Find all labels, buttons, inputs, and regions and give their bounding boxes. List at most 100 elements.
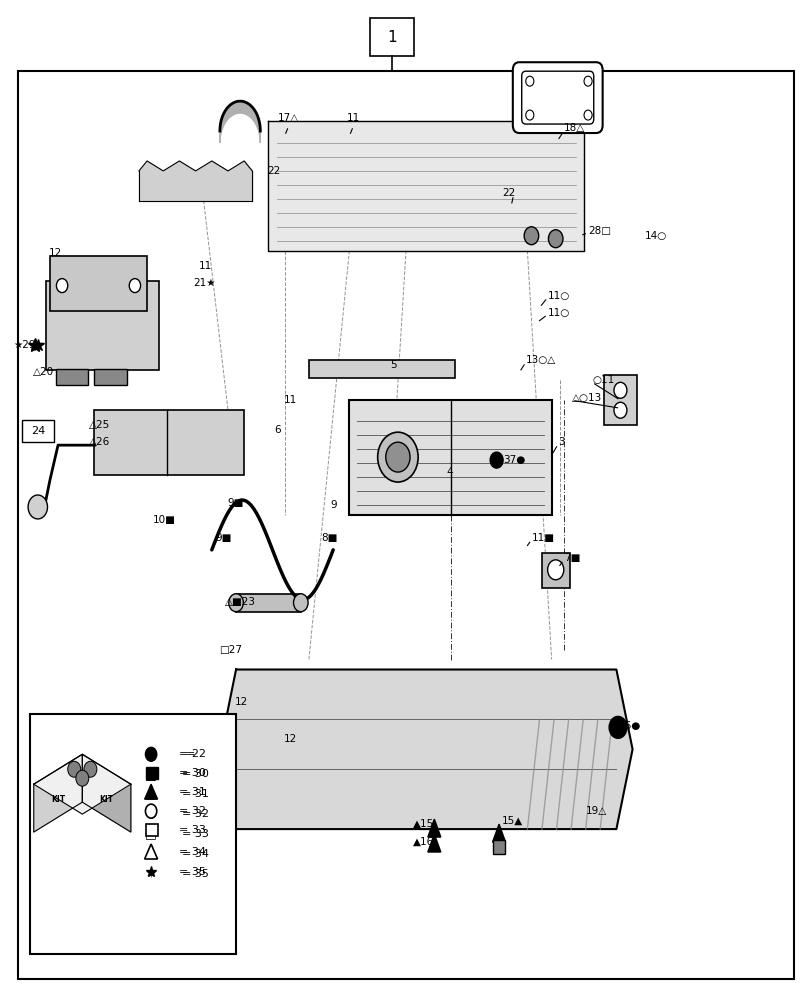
Text: ✶: ✶ (146, 867, 157, 880)
Circle shape (67, 761, 80, 777)
Circle shape (525, 110, 533, 120)
Text: △: △ (146, 848, 156, 861)
Polygon shape (220, 670, 632, 829)
Text: 22: 22 (501, 188, 515, 198)
Bar (50, 256, 147, 311)
Text: ○11: ○11 (591, 375, 614, 385)
Text: 22: 22 (267, 166, 281, 176)
Text: = 34: = 34 (179, 847, 206, 857)
Circle shape (84, 761, 97, 777)
Circle shape (145, 804, 157, 818)
Circle shape (75, 770, 88, 786)
Text: ●: ● (145, 748, 157, 761)
Text: 7■: 7■ (563, 553, 579, 563)
Circle shape (385, 442, 410, 472)
Polygon shape (492, 824, 505, 842)
Polygon shape (427, 819, 440, 837)
Circle shape (129, 279, 140, 293)
Text: 13○△: 13○△ (525, 355, 556, 365)
Text: = 30: = 30 (179, 768, 206, 778)
Text: = 35: = 35 (179, 867, 206, 877)
Bar (541, 553, 569, 588)
Text: 9■: 9■ (228, 498, 244, 508)
Text: 9: 9 (330, 500, 337, 510)
Text: 17△: 17△ (277, 113, 299, 123)
Text: 5: 5 (389, 360, 396, 370)
Bar (603, 375, 636, 425)
Text: = 35: = 35 (182, 869, 208, 879)
Text: △○13: △○13 (571, 393, 602, 403)
Text: = 31: = 31 (179, 787, 206, 797)
Text: 12: 12 (234, 697, 248, 707)
Text: △■23: △■23 (225, 597, 256, 607)
Text: 12: 12 (49, 248, 62, 258)
Bar (94, 410, 244, 475)
Polygon shape (34, 754, 82, 832)
Text: KIT: KIT (100, 795, 114, 804)
Polygon shape (82, 754, 131, 832)
Circle shape (583, 110, 591, 120)
Text: 11: 11 (199, 261, 212, 271)
Bar (94, 369, 127, 385)
Text: △26: △26 (89, 437, 110, 447)
Polygon shape (268, 121, 583, 251)
Text: 6: 6 (273, 425, 281, 435)
Text: 15▲: 15▲ (501, 816, 522, 826)
Text: KIT: KIT (51, 795, 65, 804)
Bar (236, 594, 300, 612)
Polygon shape (144, 844, 157, 859)
Text: = 32: = 32 (182, 809, 209, 819)
Text: 1: 1 (387, 30, 397, 45)
Polygon shape (220, 101, 260, 143)
FancyBboxPatch shape (369, 18, 414, 56)
Circle shape (490, 452, 503, 468)
Text: = 33: = 33 (182, 829, 208, 839)
Circle shape (547, 560, 563, 580)
Circle shape (377, 432, 418, 482)
Text: ▲: ▲ (146, 788, 156, 801)
Circle shape (613, 382, 626, 398)
Circle shape (145, 747, 157, 761)
Text: 36●: 36● (617, 721, 640, 731)
FancyBboxPatch shape (521, 71, 593, 124)
Circle shape (229, 594, 243, 612)
Polygon shape (427, 834, 440, 852)
Circle shape (56, 279, 67, 293)
Text: ■: ■ (145, 768, 157, 781)
Text: 24: 24 (31, 426, 45, 436)
Circle shape (525, 76, 533, 86)
Text: ▲15: ▲15 (413, 819, 434, 829)
Text: 14○: 14○ (644, 231, 666, 241)
Text: 28□: 28□ (587, 226, 611, 236)
Bar (46, 281, 159, 370)
Text: = 33: = 33 (179, 825, 206, 835)
Text: = 2: = 2 (179, 749, 200, 759)
Text: 3: 3 (557, 437, 564, 447)
Text: 9■: 9■ (216, 533, 232, 543)
FancyBboxPatch shape (513, 62, 602, 133)
Bar (55, 369, 88, 385)
FancyBboxPatch shape (22, 420, 54, 442)
Text: 4: 4 (446, 467, 453, 477)
Text: 10■: 10■ (152, 515, 175, 525)
Bar (146, 767, 157, 779)
Text: 18△: 18△ (563, 123, 585, 133)
Text: = 31: = 31 (182, 789, 208, 799)
Text: 21★: 21★ (193, 278, 216, 288)
Text: 8■: 8■ (320, 533, 337, 543)
Text: △20: △20 (32, 367, 54, 377)
Circle shape (583, 76, 591, 86)
Bar (146, 824, 157, 836)
Text: 11: 11 (283, 395, 296, 405)
Text: = 2: = 2 (186, 749, 205, 759)
Bar (493, 840, 504, 854)
Circle shape (608, 716, 626, 738)
Circle shape (28, 495, 48, 519)
Text: ★29: ★29 (13, 340, 36, 350)
Bar (349, 400, 551, 515)
Text: □: □ (145, 828, 157, 841)
Text: □27: □27 (218, 645, 242, 655)
Text: 11○: 11○ (547, 308, 569, 318)
Text: ○: ○ (145, 808, 157, 821)
Circle shape (547, 230, 562, 248)
